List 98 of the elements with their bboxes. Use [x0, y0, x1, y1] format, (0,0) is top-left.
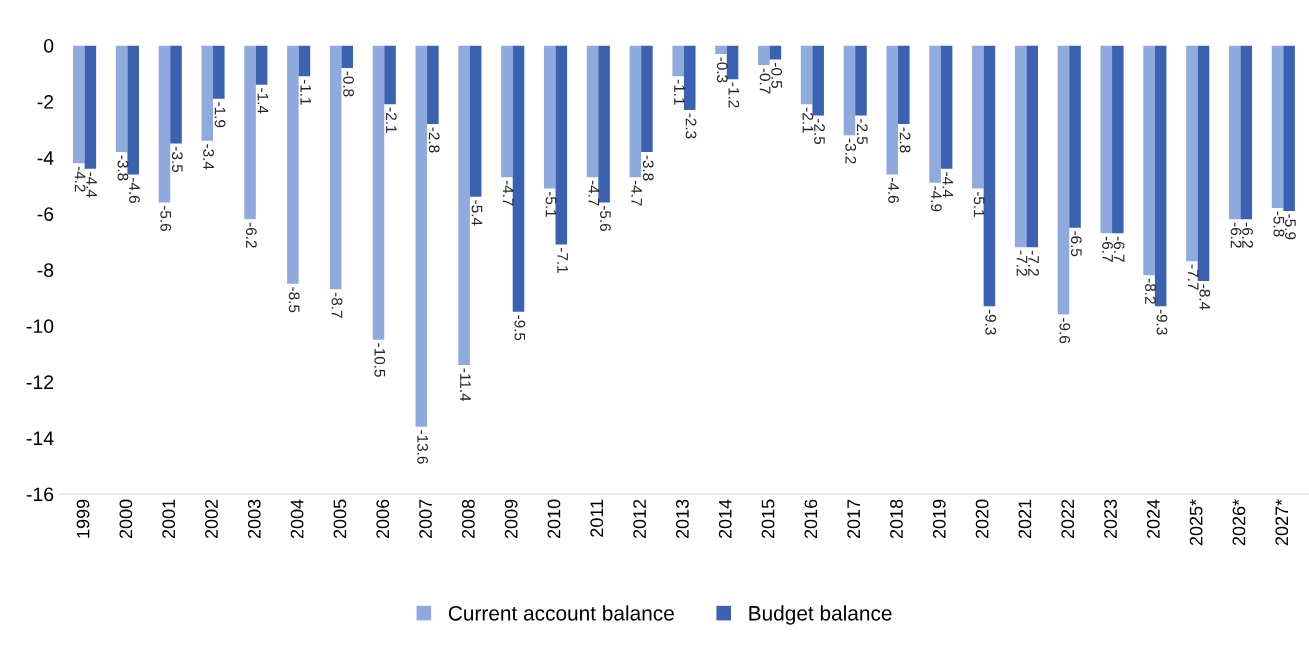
x-tick-label: 2020	[975, 499, 989, 539]
data-label: -3.8	[642, 155, 654, 181]
x-tick-label: 2015	[761, 499, 775, 539]
x-tick-label: 2010	[547, 499, 561, 539]
data-label: -8.5	[288, 287, 300, 313]
x-tick-label: 1999	[76, 499, 90, 538]
data-label: -6.7	[1113, 236, 1125, 262]
data-label: -4.6	[888, 177, 899, 203]
x-tick-label: 2025*	[1189, 499, 1203, 546]
data-label: -6.2	[245, 222, 257, 248]
data-label: -9.5	[514, 315, 526, 341]
y-tick-label: -10	[26, 319, 54, 334]
data-label: -7.1	[557, 248, 568, 273]
data-label: -1.9	[214, 102, 226, 128]
data-label: -5.4	[471, 200, 483, 226]
x-tick-label: 2005	[333, 499, 347, 539]
y-tick-label: 0	[43, 38, 54, 53]
data-label: -6.7	[1102, 236, 1114, 262]
data-label: -2.8	[428, 127, 440, 153]
data-label: -5.9	[1284, 214, 1296, 240]
data-label: -4.2	[74, 166, 86, 192]
x-tick-label: 2019	[932, 499, 946, 539]
x-tick-label: 2004	[290, 499, 304, 539]
data-label: -0.8	[343, 71, 354, 97]
data-label: -3.4	[203, 144, 214, 170]
x-tick-label: 2024	[1146, 499, 1160, 539]
data-label: -9.3	[985, 309, 997, 335]
y-tick-label: -12	[26, 375, 54, 389]
data-label: -10.5	[374, 343, 386, 377]
data-label: -13.6	[417, 430, 429, 464]
data-label: -1.1	[300, 79, 311, 105]
data-label: -0.7	[759, 68, 771, 94]
x-tick-label: 2006	[376, 499, 390, 539]
y-tick-label: -2	[37, 95, 54, 109]
x-tick-label: 2026*	[1232, 499, 1246, 546]
data-label: -5.8	[1273, 211, 1285, 237]
data-label: -2.8	[899, 127, 911, 153]
data-label: -5.6	[160, 205, 172, 231]
x-tick-label: 2002	[205, 499, 218, 539]
data-label: -2.5	[856, 119, 868, 145]
legend-label: Budget balance	[749, 605, 892, 625]
x-tick-label: 2009	[504, 499, 518, 539]
data-label: -7.2	[1016, 250, 1028, 276]
x-tick-label: 2008	[461, 499, 475, 539]
data-label: -8.4	[1199, 284, 1211, 310]
data-label: -0.5	[771, 63, 783, 88]
data-label: -8.7	[331, 292, 343, 318]
data-label: -2.3	[685, 113, 697, 139]
x-tick-label: 2014	[718, 499, 732, 539]
data-label: -1.1	[674, 79, 685, 105]
x-tick-label: 2027*	[1275, 499, 1289, 546]
data-label: -3.2	[845, 138, 857, 164]
data-label: -2.1	[802, 107, 814, 133]
data-label: -4.7	[502, 180, 514, 206]
data-label: -5.1	[545, 191, 557, 217]
data-label: -4.6	[129, 177, 140, 203]
x-tick-label: 2013	[676, 499, 689, 539]
data-label: -9.3	[1156, 309, 1168, 335]
y-tick-label: -8	[37, 263, 54, 277]
data-label: -7.7	[1187, 264, 1199, 290]
x-tick-label: 2021	[1018, 499, 1032, 539]
x-tick-label: 2017	[847, 499, 861, 539]
x-tick-label: 2011	[590, 499, 604, 537]
data-label: -0.3	[716, 57, 728, 83]
data-label: -1.4	[257, 88, 269, 114]
x-tick-label: 2003	[247, 499, 261, 539]
y-tick-label: -4	[37, 151, 54, 165]
x-tick-label: 2001	[162, 499, 176, 539]
x-tick-label: 2012	[633, 499, 646, 539]
data-label: -4.4	[86, 172, 97, 198]
y-tick-label: -6	[37, 207, 54, 221]
data-label: -3.5	[171, 147, 183, 173]
data-label: -5.6	[600, 205, 611, 231]
data-label: -4.4	[942, 172, 954, 198]
data-label: -11.4	[460, 368, 471, 402]
data-label: -4.7	[631, 180, 642, 206]
x-tick-label: 2018	[890, 499, 903, 539]
x-tick-label: 2023	[1104, 499, 1117, 539]
data-label: -1.2	[728, 82, 740, 108]
x-tick-label: 2007	[419, 499, 432, 539]
data-label: -5.1	[973, 191, 985, 217]
data-label: -4.9	[930, 186, 942, 212]
x-tick-label: 2022	[1061, 499, 1075, 539]
x-tick-label: 2000	[119, 499, 133, 539]
y-tick-label: -16	[26, 487, 54, 502]
data-label: -6.2	[1230, 222, 1242, 248]
data-label: -6.2	[1242, 222, 1253, 248]
legend-label: Current account balance	[448, 605, 674, 621]
data-label: -2.5	[814, 119, 825, 145]
x-tick-label: 2016	[804, 499, 818, 539]
data-label: -7.2	[1028, 250, 1039, 276]
data-label: -9.6	[1059, 318, 1071, 344]
y-tick-label: -14	[26, 431, 54, 445]
data-label: -6.5	[1070, 231, 1082, 257]
data-label: -4.7	[588, 180, 600, 206]
data-label: -8.2	[1145, 278, 1156, 304]
data-label: -3.8	[117, 155, 129, 181]
data-label: -2.1	[386, 107, 397, 133]
